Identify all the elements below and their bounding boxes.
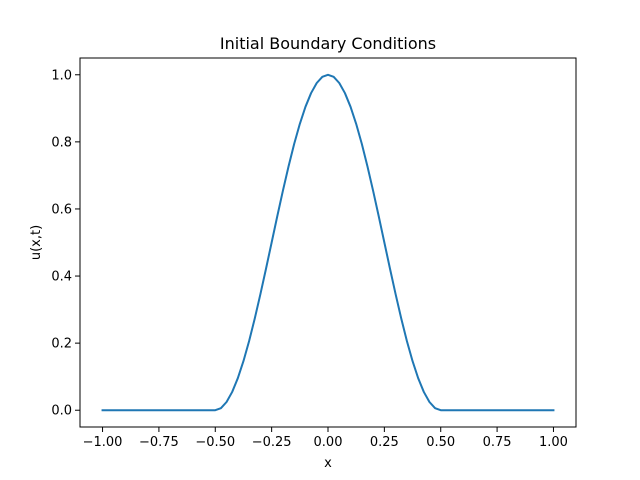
y-tick-label: 0.4 (51, 270, 72, 285)
series-line (101, 73, 555, 412)
x-axis-ticks: −1.00 −0.75 −0.50 −0.25 0.00 0.25 0.50 0.75 1.00 (83, 427, 568, 450)
x-tick-label: 0.50 (426, 435, 455, 450)
y-tick-label: 0.8 (51, 135, 72, 150)
x-tick-label: 0.00 (314, 435, 343, 450)
y-axis-ticks: 0.0 0.2 0.4 0.6 0.8 1.0 (51, 68, 80, 419)
x-tick-label: 1.00 (539, 435, 568, 450)
y-tick-label: 1.0 (51, 68, 72, 83)
y-axis-label: u(x,t) (29, 225, 44, 260)
x-tick-label: −0.25 (252, 435, 292, 450)
y-tick-label: 0.6 (51, 202, 72, 217)
x-tick-label: −0.75 (139, 435, 179, 450)
x-axis-label: x (324, 456, 332, 471)
x-tick-label: −1.00 (83, 435, 123, 450)
x-tick-label: 0.75 (483, 435, 512, 450)
y-tick-label: 0.2 (51, 337, 72, 352)
x-tick-label: −0.50 (195, 435, 235, 450)
chart-title: Initial Boundary Conditions (220, 34, 436, 53)
x-tick-label: 0.25 (370, 435, 399, 450)
y-tick-label: 0.0 (51, 404, 72, 419)
